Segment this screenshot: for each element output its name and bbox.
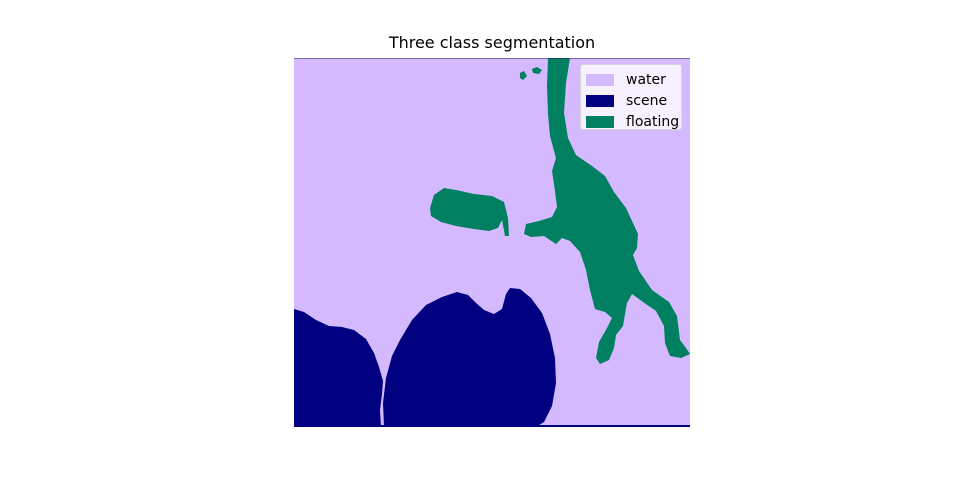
- floating-region-small-1: [532, 67, 542, 74]
- legend-item-floating: floating: [586, 111, 681, 132]
- bottom-edge-line: [294, 425, 690, 427]
- floating-region-small-2: [520, 71, 527, 80]
- legend-label-floating: floating: [626, 113, 680, 130]
- floating-region-blob: [430, 188, 509, 236]
- legend-item-scene: scene: [586, 90, 681, 111]
- floating-region-main: [524, 58, 690, 364]
- scene-region-left: [294, 309, 383, 427]
- legend-item-water: water: [586, 69, 681, 90]
- legend-swatch-scene: [586, 94, 614, 107]
- legend-label-scene: scene: [626, 92, 668, 109]
- top-edge-line: [294, 58, 690, 59]
- scene-region-right: [383, 288, 556, 427]
- legend-label-water: water: [626, 71, 666, 88]
- figure-title: Three class segmentation: [388, 33, 596, 52]
- legend: water scene floating: [580, 64, 682, 130]
- legend-swatch-water: [586, 73, 614, 86]
- legend-swatch-floating: [586, 115, 614, 128]
